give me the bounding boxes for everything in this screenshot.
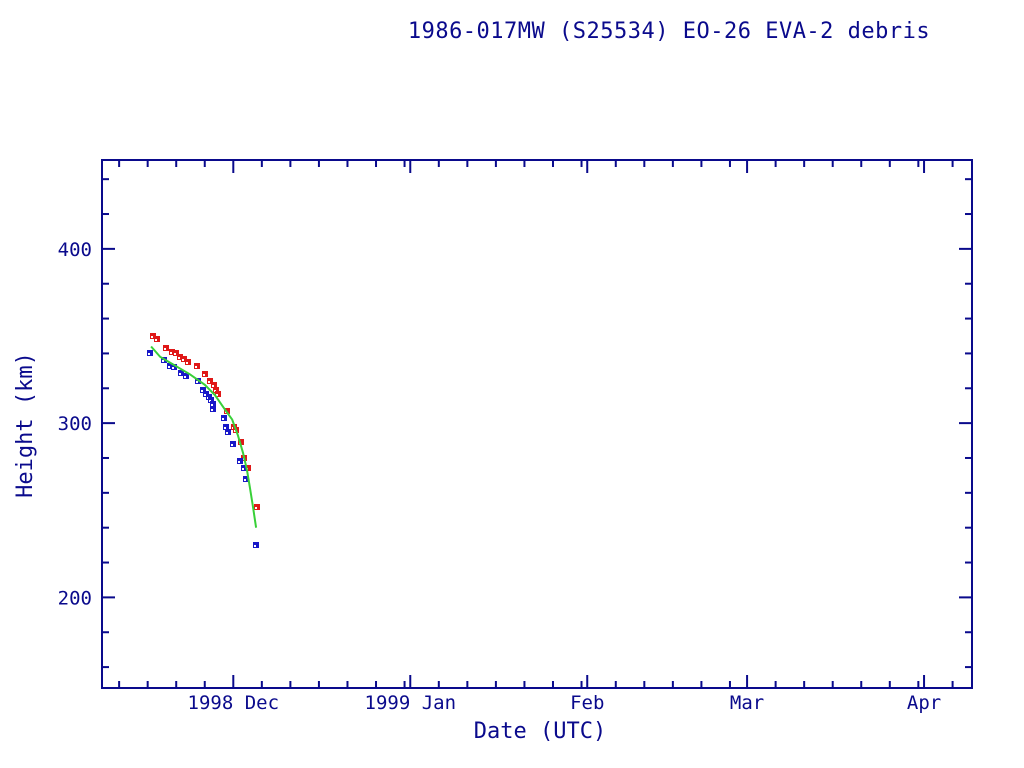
perigee-height-marker-notch <box>148 353 150 355</box>
apogee-height-marker-notch <box>186 362 188 364</box>
x-tick-label: Feb <box>570 692 604 714</box>
perigee-height-marker-notch <box>254 545 256 547</box>
perigee-height-marker-notch <box>179 373 181 375</box>
apogee-height-marker-notch <box>170 352 172 354</box>
y-tick-label: 200 <box>58 587 92 609</box>
perigee-height-marker-notch <box>211 404 213 406</box>
apogee-height-marker-notch <box>155 339 157 341</box>
perigee-height-marker-notch <box>224 427 226 429</box>
perigee-height-marker-notch <box>184 376 186 378</box>
apogee-height-marker-notch <box>208 381 210 383</box>
apogee-height-marker-notch <box>164 348 166 350</box>
apogee-height-marker-notch <box>203 374 205 376</box>
x-tick-label: 1999 Jan <box>365 692 457 714</box>
perigee-height-marker-notch <box>162 360 164 362</box>
apogee-height-marker-notch <box>216 394 218 396</box>
perigee-height-marker-notch <box>201 390 203 392</box>
x-tick-label: Mar <box>730 692 764 714</box>
apogee-height-marker-notch <box>182 359 184 361</box>
x-axis-title: Date (UTC) <box>474 719 606 744</box>
apogee-height-marker-notch <box>212 385 214 387</box>
perigee-height-marker-notch <box>231 444 233 446</box>
perigee-height-marker-notch <box>222 418 224 420</box>
perigee-height-marker-notch <box>238 461 240 463</box>
apogee-height-marker-notch <box>178 357 180 359</box>
perigee-height-marker-notch <box>168 366 170 368</box>
perigee-height-marker-notch <box>244 479 246 481</box>
chart-title: 1986-017MW (S25534) EO-26 EVA-2 debris <box>408 19 930 44</box>
apogee-height-marker-notch <box>151 336 153 338</box>
perigee-height-marker-notch <box>226 432 228 434</box>
y-tick-label: 300 <box>58 413 92 435</box>
perigee-height-marker-notch <box>196 381 198 383</box>
y-axis-title: Height (km) <box>13 352 38 498</box>
y-tick-label: 400 <box>58 239 92 261</box>
perigee-height-marker-notch <box>204 394 206 396</box>
perigee-height-marker-notch <box>172 367 174 369</box>
apogee-height-marker-notch <box>234 430 236 432</box>
x-tick-label: Apr <box>907 692 941 714</box>
perigee-height-marker-notch <box>211 409 213 411</box>
x-tick-label: 1998 Dec <box>188 692 280 714</box>
apogee-height-marker-notch <box>174 353 176 355</box>
decay-fit-line <box>150 345 258 528</box>
apogee-height-marker-notch <box>195 366 197 368</box>
plot-area: 1998 Dec 1999 Jan Feb Mar Apr 200 300 400 <box>58 159 973 714</box>
apogee-height-marker-notch <box>255 507 257 509</box>
perigee-height-marker-notch <box>242 468 244 470</box>
